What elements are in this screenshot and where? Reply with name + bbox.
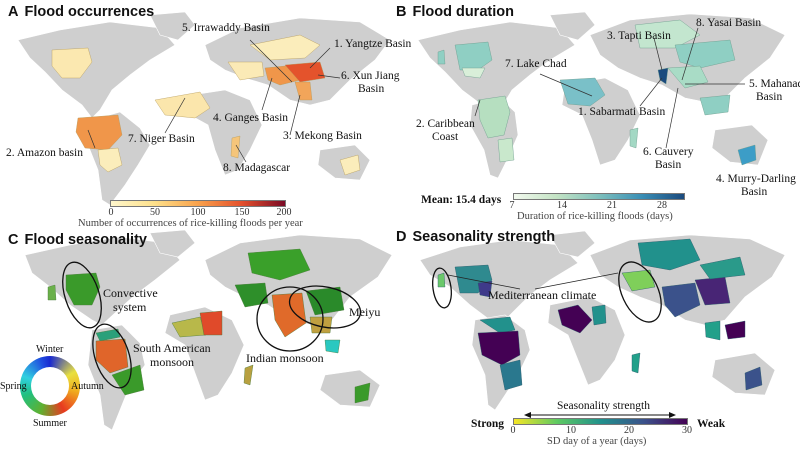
label-yangtze-basin: 1. Yangtze Basin <box>334 38 412 50</box>
colorbar-tick: 20 <box>624 425 634 436</box>
label-mahanadi-basin-2: Basin <box>756 91 783 103</box>
label-mahanadi-basin: 5. Mahanadi <box>749 78 800 90</box>
colorbar-duration <box>513 193 685 200</box>
label-xun-jiang-basin-2: Basin <box>358 83 385 95</box>
colorbar-tick: 150 <box>234 207 250 218</box>
label-sabarmati-basin: 1. Sabarmati Basin <box>578 106 666 118</box>
panel-letter: A <box>8 4 19 20</box>
panel-d-seasonality-strength: D Seasonality strength Mediterranean clim… <box>396 225 800 450</box>
panel-a-title: A Flood occurrences <box>8 4 154 20</box>
panel-title-text: Seasonality strength <box>412 229 556 245</box>
label-madagascar: 8. Madagascar <box>223 162 291 174</box>
colorbar-tick: 0 <box>510 425 516 436</box>
panel-b-title: B Flood duration <box>396 4 514 20</box>
colorbar-tick: 0 <box>108 207 114 218</box>
label-caribbean-coast: 2. Caribbean <box>416 118 475 130</box>
label-irrawaddy-basin: 5. Irrawaddy Basin <box>182 22 270 34</box>
colorbar-title: Duration of rice-killing floods (days) <box>517 211 673 222</box>
panel-title-text: Flood seasonality <box>24 232 147 248</box>
wheel-label-winter: Winter <box>36 344 64 355</box>
label-cauvery-basin-2: Basin <box>655 159 682 171</box>
colorbar-tick: 30 <box>682 425 692 436</box>
colorbar-tick: 10 <box>566 425 576 436</box>
label-amazon-basin: 2. Amazon basin <box>6 147 83 159</box>
colorbar-tick: 7 <box>509 200 515 211</box>
label-caribbean-coast-2: Coast <box>432 131 459 143</box>
season-color-wheel <box>20 356 80 416</box>
panel-letter: D <box>396 229 407 245</box>
label-convective-system: Convective <box>103 286 158 300</box>
label-south-american-monsoon-2: monsoon <box>150 355 195 369</box>
world-map-c <box>24 229 393 431</box>
colorbar-title: Number of occurrences of rice-killing fl… <box>78 218 303 229</box>
panel-letter: B <box>396 4 407 20</box>
panel-title-text: Flood duration <box>412 4 514 20</box>
label-niger-basin: 7. Niger Basin <box>128 133 195 145</box>
label-convective-system-2: system <box>113 300 147 314</box>
colorbar-occurrences <box>110 200 286 207</box>
label-yasai-basin: 8. Yasai Basin <box>696 17 762 29</box>
label-south-american-monsoon: South American <box>133 341 211 355</box>
weak-end-label: Weak <box>697 418 726 430</box>
colorbar-tick: 100 <box>190 207 206 218</box>
panel-d-title: D Seasonality strength <box>396 229 555 245</box>
wheel-label-summer: Summer <box>33 418 67 429</box>
panel-letter: C <box>8 232 19 248</box>
strong-end-label: Strong <box>471 418 505 430</box>
panel-a-flood-occurrences: A Flood occurrences 1. Yangtze Basin 2. A… <box>0 0 411 229</box>
panel-b-flood-duration: B Flood duration 1. Sabarmati Basin 2. Ca… <box>396 0 800 225</box>
label-mediterranean-climate: Mediterranean climate <box>488 288 597 302</box>
panel-title-text: Flood occurrences <box>24 4 155 20</box>
colorbar-tick: 200 <box>276 207 292 218</box>
seasonality-arrow-label: Seasonality strength <box>557 400 650 412</box>
colorbar-tick: 21 <box>607 200 617 211</box>
world-map-d <box>419 230 786 411</box>
label-cauvery-basin: 6. Cauvery <box>643 146 694 158</box>
colorbar-seasonality <box>513 418 688 425</box>
label-meiyu: Meiyu <box>349 305 381 319</box>
colorbar-title: SD day of a year (days) <box>547 436 647 447</box>
panel-c-flood-seasonality: C Flood seasonality Convective system Sou… <box>0 225 400 450</box>
label-xun-jiang-basin: 6. Xun Jiang <box>341 70 400 82</box>
label-lake-chad: 7. Lake Chad <box>505 58 567 70</box>
mean-duration-label: Mean: 15.4 days <box>421 194 502 206</box>
label-mekong-basin: 3. Mekong Basin <box>283 130 362 142</box>
colorbar-tick: 28 <box>657 200 667 211</box>
wheel-label-spring: Spring <box>0 381 27 392</box>
panel-c-title: C Flood seasonality <box>8 232 147 248</box>
label-indian-monsoon: Indian monsoon <box>246 351 324 365</box>
colorbar-tick: 14 <box>557 200 567 211</box>
label-murry-darling-basin: 4. Murry-Darling <box>716 173 796 185</box>
label-murry-darling-basin-2: Basin <box>741 186 768 198</box>
wheel-label-autumn: Autumn <box>71 381 104 392</box>
label-tapti-basin: 3. Tapti Basin <box>607 30 671 42</box>
colorbar-tick: 50 <box>150 207 160 218</box>
label-ganges-basin: 4. Ganges Basin <box>213 112 289 124</box>
